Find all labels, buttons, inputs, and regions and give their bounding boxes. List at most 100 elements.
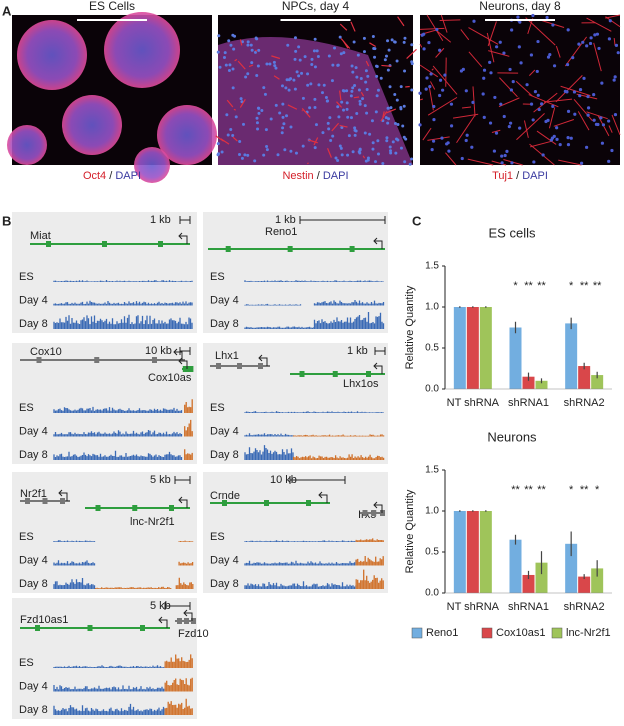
nucleus <box>579 88 582 91</box>
nucleus <box>387 69 390 72</box>
nucleus <box>247 40 250 43</box>
track-label: ES <box>210 531 225 543</box>
exon <box>94 357 99 363</box>
nucleus <box>385 55 388 58</box>
nucleus <box>351 86 354 89</box>
nucleus <box>355 112 358 115</box>
nucleus <box>389 152 392 155</box>
track-label: ES <box>19 531 34 543</box>
filament <box>256 50 257 51</box>
nucleus <box>225 113 228 116</box>
nucleus <box>359 148 362 151</box>
colony <box>62 95 122 155</box>
significance: ** <box>524 484 533 496</box>
nucleus <box>615 44 618 47</box>
track-label: Day 8 <box>210 318 239 330</box>
nucleus <box>348 134 351 137</box>
nucleus <box>394 152 397 155</box>
nucleus <box>422 47 425 50</box>
significance: ** <box>580 484 589 496</box>
nucleus <box>342 51 345 54</box>
nucleus <box>566 63 569 66</box>
nucleus <box>483 116 486 119</box>
nucleus <box>368 133 371 136</box>
nucleus <box>314 106 317 109</box>
nucleus <box>573 113 576 116</box>
y-axis-label: Relative Quantity <box>404 285 416 369</box>
nucleus <box>582 77 585 80</box>
nucleus <box>508 125 511 128</box>
exon <box>25 498 30 504</box>
nucleus <box>331 79 334 82</box>
legend-label: Cox10as1 <box>496 627 546 639</box>
panel-label: C <box>412 213 422 228</box>
exon <box>140 625 145 631</box>
track-label: Day 4 <box>19 554 48 566</box>
nucleus <box>295 152 298 155</box>
nucleus <box>353 126 356 129</box>
nucleus <box>255 37 258 40</box>
exon <box>88 625 93 631</box>
nucleus <box>532 118 535 121</box>
nucleus <box>410 60 413 63</box>
nucleus <box>397 123 400 126</box>
image-title: Neurons, day 8 <box>479 0 561 13</box>
colony <box>7 125 47 165</box>
nucleus <box>410 158 413 161</box>
nucleus <box>313 49 316 52</box>
nucleus <box>450 124 453 127</box>
nucleus <box>565 90 568 93</box>
exon <box>363 510 368 516</box>
bar <box>480 307 492 389</box>
nucleus <box>242 123 245 126</box>
track-label: Day 4 <box>210 294 239 306</box>
nucleus <box>227 39 230 42</box>
nucleus <box>538 108 541 111</box>
exon <box>371 510 376 516</box>
bar <box>454 307 466 389</box>
nucleus <box>294 50 297 53</box>
caption-part: DAPI <box>522 170 548 182</box>
exon <box>35 625 40 631</box>
nucleus <box>243 153 246 156</box>
bar <box>510 328 522 390</box>
exon <box>60 498 65 504</box>
y-axis-label: Relative Quantity <box>404 489 416 573</box>
nucleus <box>251 49 254 52</box>
nucleus <box>339 36 342 39</box>
nucleus <box>555 126 558 129</box>
bar <box>565 323 577 389</box>
nucleus <box>217 51 220 54</box>
nucleus <box>256 127 259 130</box>
nucleus <box>386 39 389 42</box>
scale-label: 1 kb <box>275 214 296 226</box>
exon <box>132 505 137 511</box>
nucleus <box>447 141 450 144</box>
nucleus <box>289 126 292 129</box>
exon <box>158 241 163 247</box>
nucleus <box>403 160 406 163</box>
nucleus <box>597 47 600 50</box>
nucleus <box>410 88 413 91</box>
nucleus <box>512 80 515 83</box>
exon <box>222 500 227 506</box>
nucleus <box>256 117 259 120</box>
panel-label: A <box>2 3 12 18</box>
nucleus <box>377 89 380 92</box>
nucleus <box>585 146 588 149</box>
exon <box>43 498 48 504</box>
nucleus <box>360 77 363 80</box>
nucleus <box>409 163 412 166</box>
nucleus <box>462 68 465 71</box>
chart-title: ES cells <box>489 225 536 240</box>
gene-label: Reno1 <box>265 226 297 238</box>
nucleus <box>256 121 259 124</box>
nucleus <box>418 123 421 126</box>
nucleus <box>328 54 331 57</box>
nucleus <box>425 76 428 79</box>
nucleus <box>571 56 574 59</box>
nucleus <box>346 154 349 157</box>
nucleus <box>373 47 376 50</box>
nucleus <box>377 153 380 156</box>
